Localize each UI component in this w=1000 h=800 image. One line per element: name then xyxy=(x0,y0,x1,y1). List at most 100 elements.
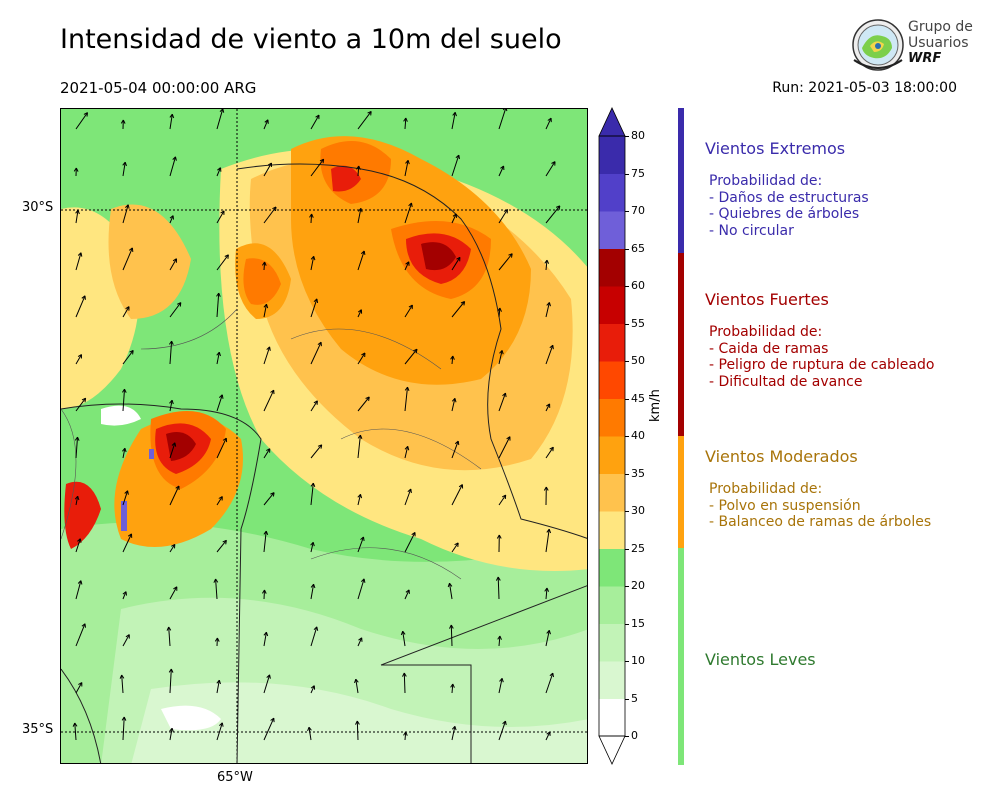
colorbar-tick-mark xyxy=(625,286,629,287)
wind-arrow xyxy=(545,302,550,318)
wind-arrow xyxy=(310,685,315,694)
colorbar-tick-label: 70 xyxy=(631,204,645,217)
wind-arrow-head xyxy=(77,436,80,441)
wind-arrow-head xyxy=(404,386,408,391)
wind-arrow-head xyxy=(407,160,410,165)
wind-arrow-head xyxy=(77,354,82,358)
wind-arrow xyxy=(310,584,315,600)
wind-arrow xyxy=(451,112,456,130)
colorbar-segment xyxy=(599,661,625,699)
wind-arrow xyxy=(263,632,267,647)
wind-arrow-head xyxy=(307,727,310,732)
wind-arrow xyxy=(263,346,271,365)
wind-arrow xyxy=(451,355,454,365)
wind-arrow xyxy=(310,114,320,130)
wind-arrow xyxy=(450,624,453,647)
wind-arrow xyxy=(357,435,361,459)
wind-arrow-head xyxy=(174,442,177,447)
wind-arrow-head xyxy=(222,437,227,441)
wind-arrow xyxy=(122,247,133,271)
wind-arrow xyxy=(216,352,220,365)
colorbar-tick-mark xyxy=(625,698,629,700)
wind-arrow-head xyxy=(408,202,412,207)
wind-arrow-head xyxy=(411,202,413,208)
wind-arrow xyxy=(75,295,86,318)
wind-arrow-head xyxy=(501,678,504,683)
wind-arrow-head xyxy=(415,349,418,354)
wind-arrow-head xyxy=(79,538,82,543)
wind-arrow-head xyxy=(508,253,513,256)
wind-arrow xyxy=(404,117,407,130)
wind-arrow xyxy=(404,202,412,224)
wind-arrow-head xyxy=(501,494,506,498)
wind-arrow-head xyxy=(552,673,554,678)
wind-arrow-head xyxy=(502,392,506,397)
wind-arrow-head xyxy=(405,589,410,593)
wind-arrow xyxy=(357,536,364,553)
wind-arrow-head xyxy=(548,630,551,635)
wind-arrow-head xyxy=(357,434,361,439)
wind-arrow-head xyxy=(170,668,174,673)
legend-fuertes-item: - Caida de ramas xyxy=(709,340,829,357)
wind-arrow xyxy=(263,304,267,318)
legend-bar-leves xyxy=(678,548,684,765)
legend-fuertes: Vientos Fuertes Probabilidad de: - Caida… xyxy=(705,290,934,390)
wind-arrow-head xyxy=(179,302,182,307)
wind-arrow-head xyxy=(363,578,366,583)
wind-arrow-head xyxy=(176,302,182,305)
colorbar-segment xyxy=(599,586,625,624)
wind-arrow xyxy=(310,483,314,506)
wind-arrow-head xyxy=(122,161,126,166)
wind-arrow-head xyxy=(81,295,86,299)
wind-arrow-head xyxy=(75,209,79,214)
wind-arrow-head xyxy=(463,301,466,306)
wind-arrow-head xyxy=(499,677,503,682)
wind-arrow-head xyxy=(405,261,410,265)
wind-arrow-head xyxy=(558,205,561,210)
wind-arrow-head xyxy=(546,528,550,533)
colorbar-tick-label: 0 xyxy=(631,729,638,742)
wind-arrow xyxy=(451,154,460,177)
wind-arrow xyxy=(357,111,372,130)
wind-arrow-head xyxy=(454,112,457,117)
wind-arrow xyxy=(545,403,551,412)
wind-arrow-head xyxy=(72,722,76,727)
colorbar-tick-mark xyxy=(625,173,629,175)
wind-arrow xyxy=(310,444,323,459)
wind-arrow xyxy=(122,306,130,318)
wind-arrow-head xyxy=(84,398,87,403)
colorbar-tick-label: 10 xyxy=(631,654,645,667)
wind-arrow-head xyxy=(405,117,408,122)
wind-arrow xyxy=(263,389,275,412)
wind-arrow-head xyxy=(315,114,320,118)
wind-arrow xyxy=(75,682,83,694)
wind-arrow-head xyxy=(407,386,410,391)
wind-arrow-head xyxy=(455,154,460,159)
wind-arrow xyxy=(75,397,87,412)
run-time: Run: 2021-05-03 18:00:00 xyxy=(772,80,957,96)
wind-arrow-head xyxy=(503,208,508,212)
wind-arrow xyxy=(498,350,503,365)
wind-arrow-head xyxy=(219,109,224,113)
wind-arrow-head xyxy=(216,679,220,684)
wind-arrow-head xyxy=(502,109,505,111)
wind-arrow-head xyxy=(511,253,513,258)
colorbar-tick-mark xyxy=(625,323,629,325)
wind-arrow-head xyxy=(407,446,410,451)
wind-arrow-head xyxy=(410,488,412,494)
wind-arrow-head xyxy=(546,587,550,592)
wind-arrow xyxy=(263,261,266,271)
wind-arrow xyxy=(497,576,500,600)
wind-arrow-head xyxy=(169,113,173,118)
colorbar-tick-label: 5 xyxy=(631,691,638,705)
wind-arrow xyxy=(122,490,129,506)
colorbar-tick-label: 75 xyxy=(631,166,645,180)
wind-arrow xyxy=(169,485,180,506)
wind-arrow-head xyxy=(363,536,365,541)
wind-arrow-head xyxy=(168,626,172,631)
colorbar-tick-mark xyxy=(625,473,629,475)
legend-moderados: Vientos Moderados Probabilidad de: - Pol… xyxy=(705,447,931,531)
wind-arrow-head xyxy=(215,578,219,583)
wind-arrow-head xyxy=(447,583,450,588)
wind-arrow xyxy=(75,437,78,459)
